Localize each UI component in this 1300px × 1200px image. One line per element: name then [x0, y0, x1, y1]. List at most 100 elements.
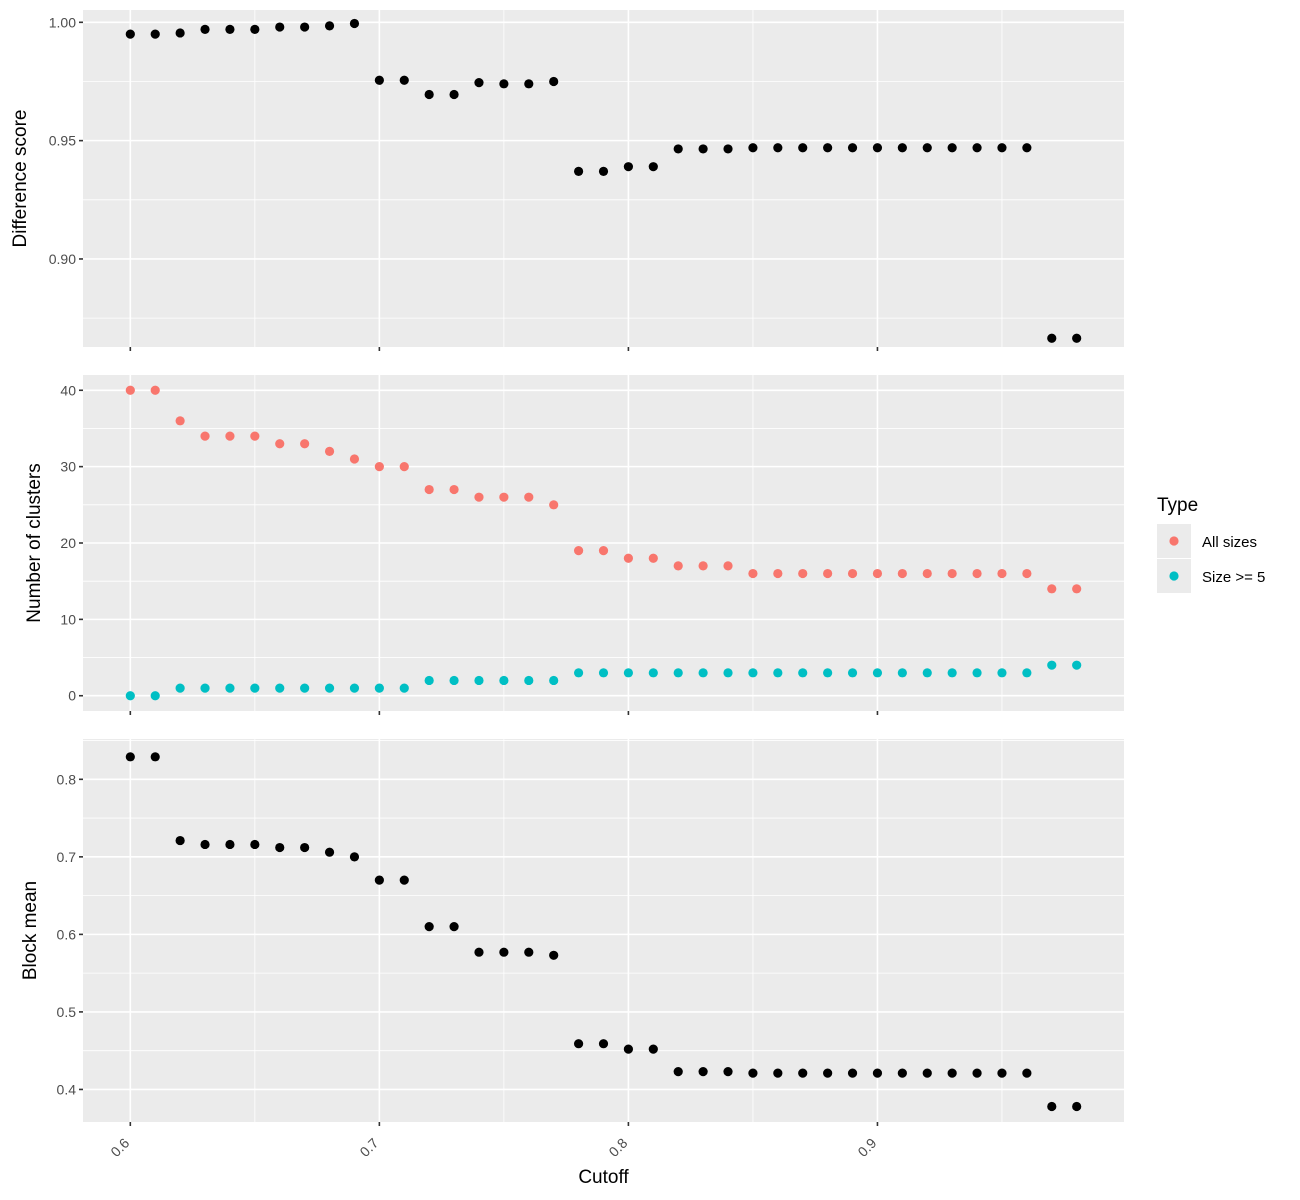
- data-point: [374, 462, 384, 472]
- data-point: [872, 668, 883, 678]
- x-tick-label: 0.7: [356, 1135, 381, 1160]
- data-point: [250, 839, 260, 850]
- data-point: [897, 668, 907, 678]
- data-point: [623, 553, 634, 563]
- data-point: [399, 875, 409, 885]
- data-point: [847, 1068, 858, 1078]
- data-point: [872, 143, 883, 153]
- data-point: [424, 922, 434, 932]
- data-point: [1072, 584, 1082, 594]
- data-point: [573, 546, 584, 556]
- data-point: [175, 416, 185, 426]
- data-point: [225, 24, 235, 35]
- data-point: [275, 22, 285, 32]
- data-point: [648, 553, 658, 563]
- data-point: [1022, 668, 1032, 678]
- data-point: [1072, 660, 1082, 670]
- data-point: [823, 668, 833, 678]
- legend-marker: [1169, 536, 1179, 546]
- data-point: [997, 668, 1007, 678]
- data-point: [997, 1068, 1007, 1078]
- data-point: [225, 431, 235, 441]
- data-point: [449, 675, 459, 686]
- data-point: [324, 446, 335, 456]
- panel-2: 0 10 20 30 40 Number of clusters: [24, 375, 1124, 715]
- data-point: [324, 21, 335, 31]
- data-point: [798, 1068, 808, 1078]
- data-point: [922, 143, 932, 153]
- data-point: [200, 24, 210, 35]
- data-point: [175, 683, 185, 693]
- data-point: [773, 568, 783, 579]
- data-point: [474, 78, 484, 88]
- data-point: [598, 546, 609, 556]
- x-axis-title: Cutoff: [578, 1167, 629, 1188]
- y-axis-title: Difference score: [10, 110, 31, 248]
- data-point: [698, 668, 708, 678]
- data-point: [1047, 333, 1057, 343]
- data-point: [723, 668, 733, 678]
- y-tick-label: 1.00: [49, 14, 76, 30]
- data-point: [773, 143, 783, 153]
- data-point: [972, 143, 982, 153]
- data-point: [549, 950, 559, 960]
- data-point: [648, 1044, 658, 1054]
- data-point: [847, 568, 858, 579]
- data-point: [225, 683, 235, 693]
- data-point: [399, 462, 409, 472]
- data-point: [449, 484, 459, 495]
- panel-1: 0.90 0.95 1.00 Difference score: [10, 10, 1124, 351]
- data-point: [573, 668, 584, 678]
- y-tick-label: 0.8: [57, 771, 77, 787]
- panels: 0.90 0.95 1.00 Difference score 0 10 20 30 40 Num…: [10, 10, 1124, 1160]
- data-point: [798, 143, 808, 153]
- data-point: [648, 668, 658, 678]
- panel-background: [83, 10, 1124, 347]
- data-point: [598, 1039, 609, 1049]
- data-point: [175, 28, 185, 38]
- data-point: [499, 492, 509, 502]
- data-point: [897, 143, 907, 153]
- data-point: [300, 22, 310, 32]
- y-tick-label: 30: [60, 459, 76, 475]
- data-point: [648, 162, 658, 172]
- y-axis-title: Number of clusters: [24, 463, 45, 622]
- data-point: [125, 691, 135, 701]
- y-tick-label: 0.4: [57, 1081, 77, 1097]
- data-point: [449, 922, 459, 932]
- data-point: [598, 166, 609, 177]
- data-point: [524, 947, 534, 957]
- data-point: [150, 752, 160, 762]
- data-point: [922, 668, 932, 678]
- data-point: [1072, 1101, 1082, 1112]
- y-axis-title: Block mean: [20, 881, 41, 980]
- data-point: [1022, 1068, 1032, 1078]
- data-point: [748, 1068, 758, 1078]
- data-point: [1047, 584, 1057, 594]
- data-point: [125, 29, 135, 39]
- data-point: [1047, 660, 1057, 670]
- y-tick-label: 0.5: [57, 1004, 77, 1020]
- data-point: [897, 1068, 907, 1078]
- data-point: [250, 683, 260, 693]
- data-point: [225, 839, 235, 850]
- x-tick-label: 0.8: [605, 1135, 630, 1160]
- data-point: [150, 385, 160, 395]
- data-point: [798, 568, 808, 579]
- data-point: [723, 561, 733, 571]
- data-point: [524, 675, 534, 686]
- data-point: [200, 431, 210, 441]
- data-point: [424, 89, 434, 100]
- data-point: [549, 675, 559, 686]
- data-point: [748, 143, 758, 153]
- data-point: [449, 89, 459, 100]
- data-point: [275, 439, 285, 449]
- data-point: [972, 568, 982, 579]
- data-point: [200, 839, 210, 850]
- data-point: [698, 1067, 708, 1077]
- data-point: [798, 668, 808, 678]
- data-point: [872, 568, 883, 579]
- data-point: [573, 166, 584, 177]
- data-point: [499, 675, 509, 686]
